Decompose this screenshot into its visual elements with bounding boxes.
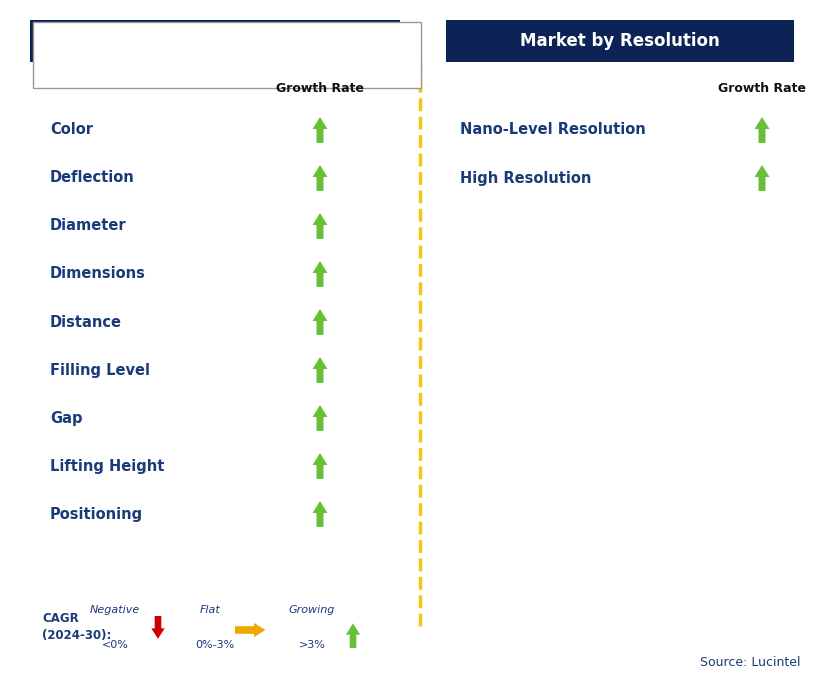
Text: Diameter: Diameter bbox=[50, 219, 127, 233]
Text: CAGR
(2024-30):: CAGR (2024-30): bbox=[42, 612, 111, 642]
Polygon shape bbox=[312, 165, 327, 191]
Text: Color: Color bbox=[50, 123, 93, 137]
Text: Nano-Level Resolution: Nano-Level Resolution bbox=[460, 123, 645, 137]
Text: Deflection: Deflection bbox=[50, 171, 135, 185]
Polygon shape bbox=[312, 213, 327, 239]
FancyBboxPatch shape bbox=[33, 22, 421, 88]
Text: <0%: <0% bbox=[102, 640, 128, 650]
Text: Negative: Negative bbox=[89, 605, 140, 615]
Polygon shape bbox=[312, 117, 327, 143]
Polygon shape bbox=[753, 117, 768, 143]
Text: Gap: Gap bbox=[50, 410, 83, 425]
Polygon shape bbox=[753, 165, 768, 191]
Text: Lifting Height: Lifting Height bbox=[50, 458, 164, 473]
Polygon shape bbox=[312, 357, 327, 383]
Text: Distance: Distance bbox=[50, 314, 122, 329]
Polygon shape bbox=[234, 623, 265, 637]
FancyBboxPatch shape bbox=[445, 20, 793, 62]
Text: 0%-3%: 0%-3% bbox=[195, 640, 234, 650]
Polygon shape bbox=[312, 261, 327, 287]
Polygon shape bbox=[312, 405, 327, 431]
Text: Growth Rate: Growth Rate bbox=[717, 82, 805, 95]
Text: Filling Level: Filling Level bbox=[50, 362, 150, 377]
Polygon shape bbox=[312, 453, 327, 479]
Text: Growing: Growing bbox=[288, 605, 335, 615]
Polygon shape bbox=[345, 624, 359, 648]
Polygon shape bbox=[152, 616, 165, 639]
Text: High Resolution: High Resolution bbox=[460, 171, 590, 185]
Text: Growth Rate: Growth Rate bbox=[276, 82, 363, 95]
Text: Flat: Flat bbox=[200, 605, 220, 615]
Text: Market by Resolution: Market by Resolution bbox=[519, 32, 719, 50]
Text: Dimensions: Dimensions bbox=[50, 266, 146, 281]
Text: >3%: >3% bbox=[298, 640, 325, 650]
FancyBboxPatch shape bbox=[30, 20, 400, 62]
Polygon shape bbox=[312, 501, 327, 527]
Text: Source: Lucintel: Source: Lucintel bbox=[699, 656, 799, 668]
Polygon shape bbox=[312, 309, 327, 335]
Text: Market by Measurement: Market by Measurement bbox=[100, 32, 329, 50]
Text: Positioning: Positioning bbox=[50, 506, 143, 521]
